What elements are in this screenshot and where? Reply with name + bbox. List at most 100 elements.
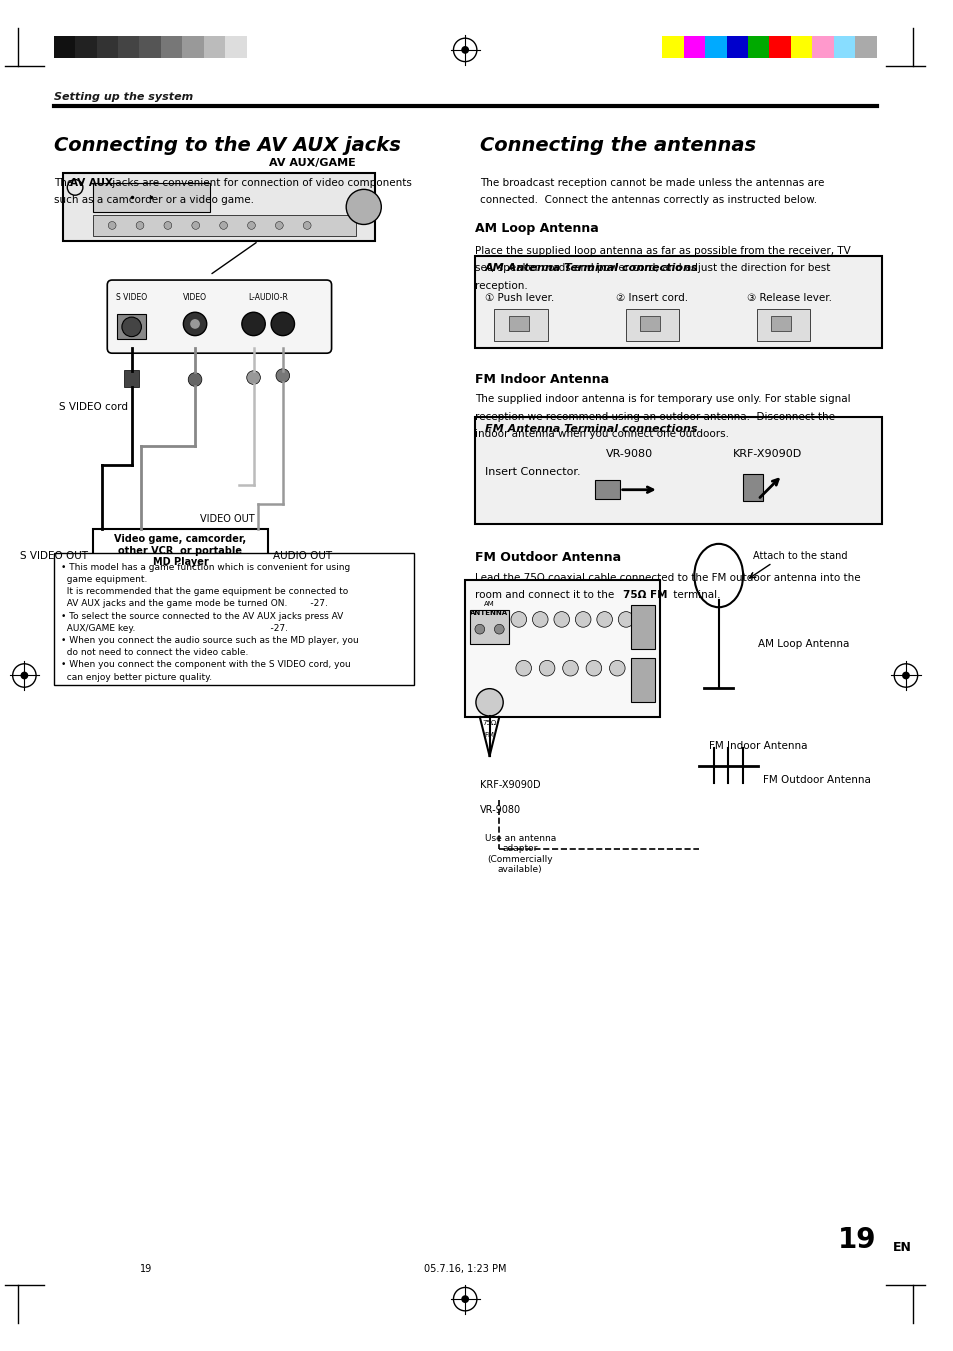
Text: The broadcast reception cannot be made unless the antennas are: The broadcast reception cannot be made u… bbox=[479, 177, 823, 188]
Text: 75Ω: 75Ω bbox=[482, 720, 497, 725]
Text: AV AUX jacks and the game mode be turned ON.        -27.: AV AUX jacks and the game mode be turned… bbox=[61, 600, 328, 608]
Text: • When you connect the component with the S VIDEO cord, you: • When you connect the component with th… bbox=[61, 661, 351, 669]
Circle shape bbox=[516, 661, 531, 676]
Bar bbox=[92, 182, 210, 212]
Circle shape bbox=[164, 222, 172, 230]
Circle shape bbox=[271, 312, 294, 335]
Bar bbox=[661, 36, 683, 58]
Bar bbox=[225, 36, 247, 58]
Bar bbox=[625, 309, 679, 340]
Text: VIDEO: VIDEO bbox=[183, 293, 207, 301]
Text: • To select the source connected to the AV AUX jacks press AV: • To select the source connected to the … bbox=[61, 612, 343, 620]
Bar bbox=[630, 605, 655, 648]
Bar bbox=[509, 316, 528, 331]
Bar bbox=[118, 36, 139, 58]
Text: Connecting the antennas: Connecting the antennas bbox=[479, 135, 755, 155]
Bar bbox=[475, 255, 881, 349]
Bar bbox=[92, 215, 355, 236]
Circle shape bbox=[597, 612, 612, 627]
Circle shape bbox=[585, 661, 601, 676]
Circle shape bbox=[494, 624, 503, 634]
Text: such as a camcorder or a video game.: such as a camcorder or a video game. bbox=[53, 195, 253, 205]
Circle shape bbox=[108, 222, 116, 230]
Bar bbox=[756, 309, 810, 340]
Text: reception we recommend using an outdoor antenna.  Disconnect the: reception we recommend using an outdoor … bbox=[475, 412, 834, 422]
Circle shape bbox=[183, 312, 207, 335]
Text: AUX/GAME key.                                               -27.: AUX/GAME key. -27. bbox=[61, 624, 288, 632]
Circle shape bbox=[902, 671, 909, 680]
Bar bbox=[124, 370, 139, 388]
Bar bbox=[182, 36, 204, 58]
Text: Place the supplied loop antenna as far as possible from the receiver, TV: Place the supplied loop antenna as far a… bbox=[475, 246, 850, 255]
Circle shape bbox=[242, 312, 265, 335]
Circle shape bbox=[188, 373, 202, 386]
Bar bbox=[470, 609, 509, 644]
Text: S VIDEO: S VIDEO bbox=[116, 293, 147, 301]
Bar bbox=[769, 36, 790, 58]
Text: AUDIO OUT: AUDIO OUT bbox=[273, 551, 332, 561]
Bar bbox=[465, 581, 659, 717]
Circle shape bbox=[346, 189, 381, 224]
Bar bbox=[854, 36, 876, 58]
Text: FM Outdoor Antenna: FM Outdoor Antenna bbox=[761, 775, 869, 785]
Circle shape bbox=[219, 222, 227, 230]
FancyBboxPatch shape bbox=[107, 280, 332, 353]
Text: VIDEO OUT: VIDEO OUT bbox=[200, 513, 254, 524]
Bar bbox=[92, 528, 268, 582]
Text: 05.7.16, 1:23 PM: 05.7.16, 1:23 PM bbox=[423, 1263, 506, 1274]
Circle shape bbox=[461, 46, 469, 54]
Circle shape bbox=[303, 222, 311, 230]
Bar bbox=[726, 36, 747, 58]
Text: VR-9080: VR-9080 bbox=[605, 449, 653, 459]
Circle shape bbox=[554, 612, 569, 627]
Text: Video game, camcorder,
other VCR  or portable
MD Player: Video game, camcorder, other VCR or port… bbox=[114, 534, 246, 567]
Text: reception.: reception. bbox=[475, 281, 527, 290]
Bar bbox=[833, 36, 854, 58]
Text: Insert Connector.: Insert Connector. bbox=[484, 467, 579, 477]
Text: The supplied indoor antenna is for temporary use only. For stable signal: The supplied indoor antenna is for tempo… bbox=[475, 394, 850, 404]
Text: FM Indoor Antenna: FM Indoor Antenna bbox=[708, 742, 806, 751]
Bar bbox=[117, 315, 146, 339]
Text: AM Loop Antenna: AM Loop Antenna bbox=[757, 639, 848, 648]
Bar bbox=[683, 36, 704, 58]
Text: room and connect it to the: room and connect it to the bbox=[475, 590, 617, 600]
Text: Attach to the stand: Attach to the stand bbox=[752, 551, 846, 561]
Circle shape bbox=[275, 222, 283, 230]
Text: 75Ω FM: 75Ω FM bbox=[622, 590, 667, 600]
Text: FM Indoor Antenna: FM Indoor Antenna bbox=[475, 373, 608, 385]
Text: ANTENNA: ANTENNA bbox=[470, 609, 508, 616]
Circle shape bbox=[475, 624, 484, 634]
Bar bbox=[639, 316, 659, 331]
Text: • When you connect the audio source such as the MD player, you: • When you connect the audio source such… bbox=[61, 636, 359, 644]
Circle shape bbox=[476, 689, 502, 716]
Circle shape bbox=[532, 612, 547, 627]
Text: ② Insert cord.: ② Insert cord. bbox=[616, 293, 687, 303]
Bar bbox=[595, 480, 619, 500]
Text: set, speaker cords and power cord, and adjust the direction for best: set, speaker cords and power cord, and a… bbox=[475, 263, 829, 273]
Bar bbox=[63, 173, 375, 240]
Text: Connecting to the AV AUX jacks: Connecting to the AV AUX jacks bbox=[53, 135, 400, 155]
Bar bbox=[247, 36, 268, 58]
Bar bbox=[771, 316, 790, 331]
Circle shape bbox=[20, 671, 29, 680]
Text: ③ Release lever.: ③ Release lever. bbox=[746, 293, 831, 303]
Text: AM Loop Antenna: AM Loop Antenna bbox=[475, 222, 598, 235]
Text: KRF-X9090D: KRF-X9090D bbox=[732, 449, 801, 459]
Text: 19: 19 bbox=[838, 1227, 876, 1254]
Circle shape bbox=[275, 369, 290, 382]
Circle shape bbox=[136, 222, 144, 230]
Circle shape bbox=[609, 661, 624, 676]
Text: VR-9080: VR-9080 bbox=[479, 805, 520, 815]
Circle shape bbox=[247, 370, 260, 385]
Circle shape bbox=[562, 661, 578, 676]
Text: game equipment.: game equipment. bbox=[61, 576, 148, 584]
Text: EN: EN bbox=[892, 1242, 911, 1254]
Text: FM: FM bbox=[484, 732, 494, 738]
Bar bbox=[790, 36, 812, 58]
Text: jacks are convenient for connection of video components: jacks are convenient for connection of v… bbox=[109, 177, 412, 188]
Bar bbox=[53, 553, 414, 685]
Text: L-AUDIO-R: L-AUDIO-R bbox=[248, 293, 288, 301]
Text: KRF-X9090D: KRF-X9090D bbox=[479, 781, 539, 790]
Circle shape bbox=[122, 317, 141, 336]
Bar bbox=[139, 36, 161, 58]
